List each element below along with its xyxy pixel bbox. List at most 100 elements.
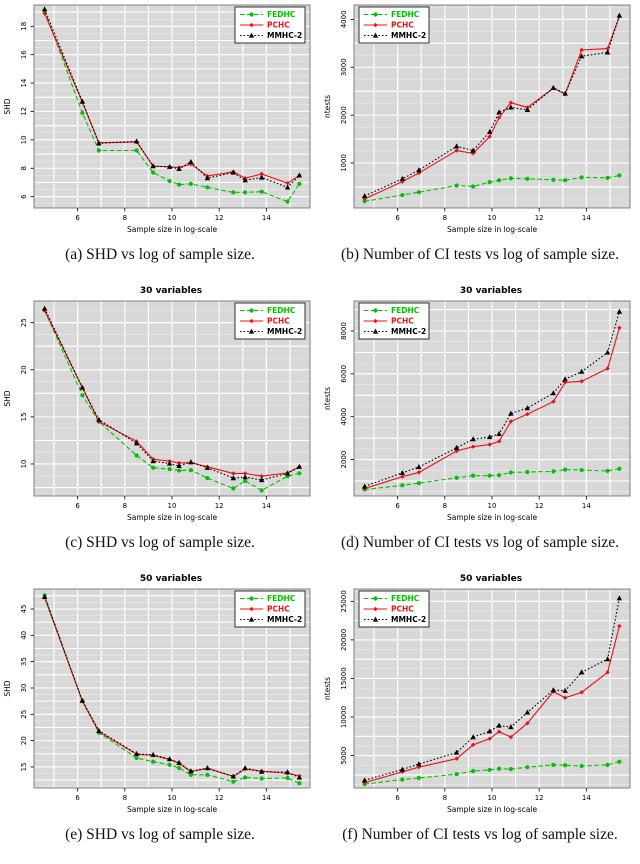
svg-text:12: 12: [215, 214, 224, 222]
svg-text:PCHC: PCHC: [267, 317, 290, 326]
plot-title-c: 30 variables: [139, 286, 203, 296]
subfigure-caption-e: (e) SHD vs log of sample size.: [65, 826, 255, 843]
svg-text:8: 8: [123, 794, 127, 802]
svg-text:10: 10: [488, 794, 497, 802]
svg-text:PCHC: PCHC: [267, 605, 290, 614]
svg-text:ntests: ntests: [323, 677, 332, 700]
subfigure-e: 50 variables 6 8 10 12 14 15 20 25 30 35 40 45 Sampl…: [0, 572, 320, 856]
svg-text:2000: 2000: [340, 451, 348, 469]
svg-text:8000: 8000: [340, 322, 348, 340]
svg-text:12: 12: [535, 214, 544, 222]
svg-text:14: 14: [262, 794, 271, 802]
svg-text:FEDHC: FEDHC: [267, 306, 296, 315]
svg-text:14: 14: [582, 502, 591, 510]
svg-text:15: 15: [20, 762, 28, 771]
svg-text:Sample size in log-scale: Sample size in log-scale: [447, 513, 538, 522]
line-chart-ntests-20vars: 6 8 10 12 14 1000 2000 3000 4000 Sample size in l…: [323, 4, 631, 234]
svg-text:SHD: SHD: [3, 680, 12, 696]
svg-text:MMHC-2: MMHC-2: [267, 327, 302, 336]
svg-text:20: 20: [20, 736, 28, 745]
svg-text:ntests: ntests: [323, 387, 332, 410]
svg-text:14: 14: [582, 794, 591, 802]
subfigure-a: 6 8 10 12 14 6 8 10 12 14 16 18 Sample size in log-s…: [0, 2, 320, 276]
subfigure-caption-f: (f) Number of CI tests vs log of sample …: [342, 826, 618, 843]
svg-text:8: 8: [123, 214, 127, 222]
line-chart-shd-50vars: 6 8 10 12 14 15 20 25 30 35 40 45 Sample size in log…: [3, 588, 311, 814]
svg-text:15000: 15000: [340, 667, 348, 689]
svg-text:25: 25: [20, 318, 28, 327]
svg-text:4000: 4000: [340, 408, 348, 426]
svg-text:8: 8: [443, 794, 447, 802]
svg-text:2000: 2000: [340, 106, 348, 124]
line-chart-shd-20vars: 6 8 10 12 14 6 8 10 12 14 16 18 Sample size in log-s…: [3, 4, 311, 234]
svg-text:MMHC-2: MMHC-2: [267, 615, 302, 624]
svg-text:45: 45: [20, 605, 28, 614]
svg-text:10: 10: [168, 502, 177, 510]
svg-text:SHD: SHD: [3, 390, 12, 406]
svg-text:MMHC-2: MMHC-2: [391, 31, 426, 40]
svg-text:8: 8: [443, 502, 447, 510]
subfigure-d: 30 variables 6 8 10 12 14 2000 4000 6000 8000 Sam…: [320, 284, 640, 564]
svg-text:FEDHC: FEDHC: [391, 10, 420, 19]
svg-text:16: 16: [20, 50, 28, 59]
svg-text:10: 10: [168, 794, 177, 802]
svg-text:PCHC: PCHC: [391, 21, 414, 30]
svg-text:MMHC-2: MMHC-2: [267, 31, 302, 40]
svg-text:FEDHC: FEDHC: [267, 10, 296, 19]
svg-text:6: 6: [20, 194, 28, 199]
svg-text:ntests: ntests: [323, 95, 332, 118]
svg-text:12: 12: [215, 794, 224, 802]
svg-text:5000: 5000: [340, 747, 348, 765]
svg-text:12: 12: [20, 107, 28, 116]
svg-text:PCHC: PCHC: [391, 605, 414, 614]
svg-text:10: 10: [168, 214, 177, 222]
svg-text:12: 12: [215, 502, 224, 510]
subfigure-caption-d: (d) Number of CI tests vs log of sample …: [340, 534, 620, 551]
svg-text:6000: 6000: [340, 365, 348, 383]
svg-text:Sample size in log-scale: Sample size in log-scale: [127, 225, 218, 234]
svg-text:6: 6: [395, 214, 400, 222]
svg-text:6: 6: [395, 502, 400, 510]
svg-text:FEDHC: FEDHC: [391, 306, 420, 315]
svg-text:12: 12: [535, 794, 544, 802]
svg-text:15: 15: [20, 412, 28, 421]
svg-text:FEDHC: FEDHC: [267, 594, 296, 603]
svg-text:8: 8: [20, 166, 28, 170]
line-chart-ntests-30vars: 6 8 10 12 14 2000 4000 6000 8000 Sample size in l…: [323, 300, 631, 522]
svg-text:30: 30: [20, 684, 28, 693]
svg-text:25: 25: [20, 710, 28, 719]
svg-text:10: 10: [488, 502, 497, 510]
svg-text:Sample size in log-scale: Sample size in log-scale: [127, 513, 218, 522]
svg-text:6: 6: [75, 214, 80, 222]
svg-text:4000: 4000: [340, 10, 348, 28]
svg-text:14: 14: [262, 214, 271, 222]
svg-text:MMHC-2: MMHC-2: [391, 327, 426, 336]
subfigure-caption-c: (c) SHD vs log of sample size.: [65, 534, 255, 551]
plot-title-e: 50 variables: [139, 574, 203, 584]
figure-row-3: 50 variables 6 8 10 12 14 15 20 25 30 35 40 45 Sampl…: [0, 572, 640, 856]
svg-text:10000: 10000: [340, 706, 348, 728]
svg-text:FEDHC: FEDHC: [391, 594, 420, 603]
svg-text:12: 12: [535, 502, 544, 510]
svg-text:18: 18: [20, 22, 28, 31]
svg-text:Sample size in log-scale: Sample size in log-scale: [447, 805, 538, 814]
plot-title-d: 30 variables: [459, 286, 523, 296]
svg-text:8: 8: [123, 502, 127, 510]
svg-text:SHD: SHD: [3, 98, 12, 114]
line-chart-shd-30vars: 6 8 10 12 14 10 15 20 25 Sample size in log-scale…: [3, 300, 311, 522]
subfigure-caption-a: (a) SHD vs log of sample size.: [65, 246, 255, 263]
figure-row-1: 6 8 10 12 14 6 8 10 12 14 16 18 Sample size in log-s…: [0, 2, 640, 276]
svg-text:6: 6: [75, 794, 80, 802]
subfigure-b: 6 8 10 12 14 1000 2000 3000 4000 Sample size in l…: [320, 2, 640, 276]
svg-text:6: 6: [395, 794, 400, 802]
svg-text:14: 14: [20, 78, 28, 87]
svg-text:40: 40: [20, 631, 28, 640]
svg-text:10: 10: [20, 135, 28, 144]
subfigure-f: 50 variables 6 8 10 12 14 5000 10000 15000 20000…: [320, 572, 640, 856]
svg-text:6: 6: [75, 502, 80, 510]
svg-text:10: 10: [488, 214, 497, 222]
subfigure-caption-b: (b) Number of CI tests vs log of sample …: [340, 246, 620, 263]
svg-text:Sample size in log-scale: Sample size in log-scale: [127, 805, 218, 814]
line-chart-ntests-50vars: 6 8 10 12 14 5000 10000 15000 20000 25000 Sample s…: [323, 588, 631, 814]
svg-text:Sample size in log-scale: Sample size in log-scale: [447, 225, 538, 234]
